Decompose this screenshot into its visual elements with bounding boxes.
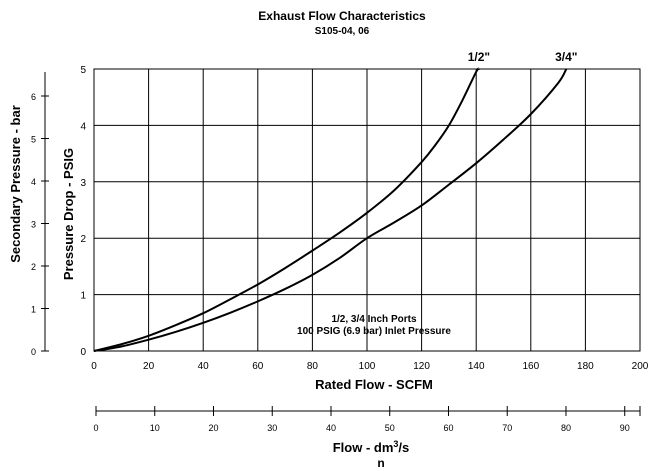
x-tick-label: 80	[307, 361, 319, 372]
x-tick-label: 160	[522, 361, 539, 372]
series-line-three-quarter-inch	[93, 68, 568, 352]
x-tick-label: 0	[91, 361, 97, 372]
x2-tick-label: 60	[443, 423, 453, 433]
x2-tick-label: 20	[208, 423, 218, 433]
x-tick-label: 20	[143, 361, 155, 372]
x2-tick-label: 80	[561, 423, 571, 433]
y-tick-label: 2	[80, 234, 86, 245]
x-tick-label: 60	[252, 361, 264, 372]
x2-tick-label: 40	[326, 423, 336, 433]
series-label: 1/2"	[468, 50, 490, 64]
x-tick-label: 40	[198, 361, 210, 372]
y-tick-label: 1	[80, 291, 86, 302]
y-axis-label: Pressure Drop - PSIG	[61, 148, 76, 280]
grid	[93, 68, 641, 352]
x2-axis-label-tail: /s	[398, 440, 409, 455]
x2-axis-label-subscript: n	[377, 456, 384, 470]
x2-axis-label-main: Flow - dm	[333, 440, 394, 455]
x2-tick-label: 30	[267, 423, 277, 433]
y-tick-label: 5	[80, 65, 86, 76]
y2-tick-label: 5	[31, 135, 36, 145]
x2-tick-label: 10	[150, 423, 160, 433]
y2-tick-label: 6	[31, 92, 36, 102]
y-tick-label: 4	[80, 121, 86, 132]
x-tick-label: 100	[359, 361, 376, 372]
y2-tick-label: 3	[31, 220, 36, 230]
y-tick-label: 0	[80, 347, 86, 358]
y2-axis-label: Secondary Pressure - bar	[8, 105, 23, 263]
y2-tick-label: 0	[31, 347, 36, 357]
x2-tick-label: 50	[385, 423, 395, 433]
x-tick-label: 120	[413, 361, 430, 372]
x-tick-label: 180	[577, 361, 594, 372]
annotation-line-2: 100 PSIG (6.9 bar) Inlet Pressure	[297, 326, 451, 337]
series-layer: 1/2" 3/4"	[93, 50, 577, 352]
plot-frame	[93, 68, 641, 352]
y2-tick-label: 2	[31, 262, 36, 272]
y2-tick-label: 1	[31, 305, 36, 315]
x-axis-label: Rated Flow - SCFM	[315, 377, 433, 392]
x2-tick-label: 90	[620, 423, 630, 433]
chart-title: Exhaust Flow Characteristics	[258, 9, 426, 23]
x2-tick-label: 70	[502, 423, 512, 433]
tick-labels: 0 20 40 60 80 100 120 140 160 180 2000123450123456…	[31, 65, 649, 433]
x-tick-label: 140	[468, 361, 485, 372]
annotation-line-1: 1/2, 3/4 Inch Ports	[331, 314, 416, 325]
series-line-half-inch	[93, 67, 480, 352]
series-label: 3/4"	[555, 50, 577, 64]
y2-tick-label: 4	[31, 177, 36, 187]
chart-subtitle: S105-04, 06	[315, 26, 370, 37]
x-tick-label: 200	[632, 361, 649, 372]
x2-axis-label: Flow - dm3/s	[333, 439, 410, 455]
x2-axis-label-sup: 3	[393, 439, 398, 449]
y-tick-label: 3	[80, 178, 86, 189]
x2-tick-label: 0	[93, 423, 98, 433]
